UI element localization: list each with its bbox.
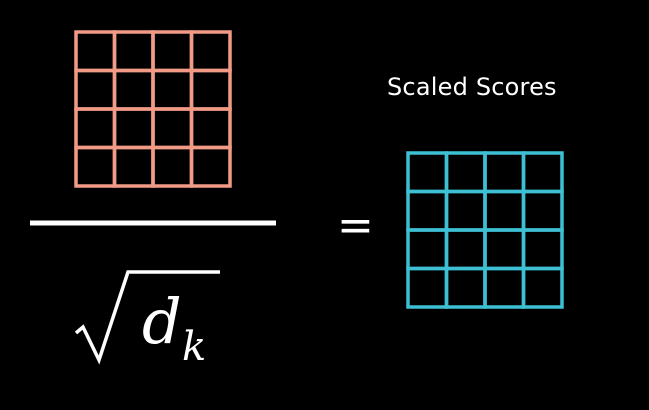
result-matrix-cell (521, 189, 564, 232)
result-matrix-cell (406, 151, 449, 194)
result-matrix-cell (483, 151, 526, 194)
result-matrix-cell (521, 151, 564, 194)
result-matrix-cell (406, 266, 449, 309)
result-matrix-cell (483, 189, 526, 232)
result-matrix-cell (444, 228, 487, 271)
result-matrix-cell (444, 151, 487, 194)
denominator-subscript: k (182, 324, 206, 370)
result-matrix-cell (483, 266, 526, 309)
result-matrix-cell (521, 228, 564, 271)
result-matrix-cell (406, 228, 449, 271)
result-matrix-cell (406, 189, 449, 232)
numerator-matrix-cell (189, 145, 232, 188)
equals-sign: = (337, 200, 374, 251)
result-matrix-cell (444, 266, 487, 309)
result-matrix-cell (521, 266, 564, 309)
sqrt-icon (74, 270, 220, 365)
scaled-scores-label: Scaled Scores (387, 73, 557, 101)
result-matrix-cell (483, 228, 526, 271)
result-matrix-cell (444, 189, 487, 232)
denominator-variable: d (142, 285, 182, 358)
